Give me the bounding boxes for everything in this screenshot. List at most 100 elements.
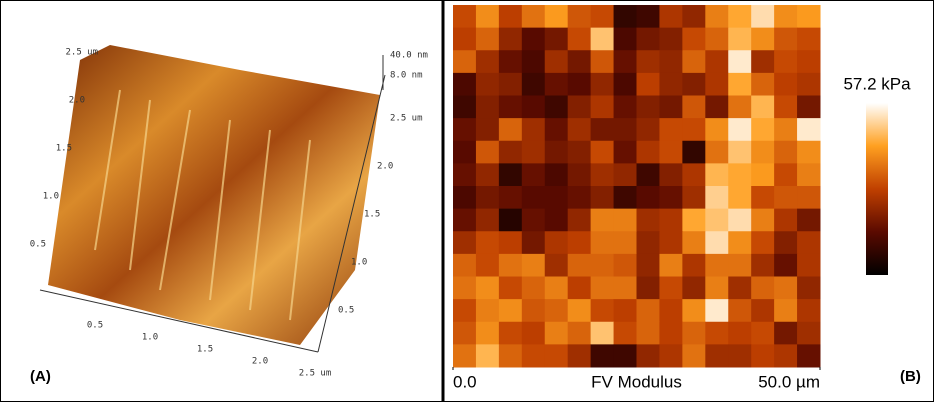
heatmap-cell xyxy=(728,253,752,277)
heatmap-cell xyxy=(705,276,729,300)
heatmap-cell xyxy=(728,118,752,142)
heatmap-cell xyxy=(475,208,500,232)
heatmap-cell xyxy=(797,253,821,277)
heatmap-cell xyxy=(774,299,798,323)
heatmap-cell xyxy=(705,27,729,51)
heatmap-cell xyxy=(590,72,615,96)
heatmap-cell xyxy=(498,208,523,232)
colorbar xyxy=(866,103,888,275)
axis-label: 2.0 xyxy=(69,96,85,106)
heatmap-cell xyxy=(797,208,821,232)
heatmap-cell xyxy=(590,186,615,210)
heatmap-cell xyxy=(544,72,569,96)
heatmap-cell xyxy=(453,321,477,345)
heatmap-cell xyxy=(636,27,660,51)
heatmap-cell xyxy=(590,231,615,255)
heatmap-cell xyxy=(797,276,821,300)
heatmap-cell xyxy=(613,140,637,164)
heatmap-cell xyxy=(774,163,798,187)
heatmap-cell xyxy=(590,163,615,187)
axis-label: 2.5 um xyxy=(390,114,423,124)
heatmap-cell xyxy=(659,186,683,210)
heatmap-cell xyxy=(567,276,592,300)
heatmap-cell xyxy=(567,231,592,255)
heatmap-cell xyxy=(613,344,637,368)
heatmap-cell xyxy=(751,186,775,210)
heatmap-cell xyxy=(636,186,660,210)
heatmap-cell xyxy=(751,27,775,51)
heatmap-cell xyxy=(751,253,775,277)
heatmap-cell xyxy=(682,344,706,368)
heatmap-cell xyxy=(728,50,752,74)
axis-label: 1.5 xyxy=(364,210,380,220)
heatmap-cell xyxy=(521,118,546,142)
heatmap-cell xyxy=(521,163,546,187)
heatmap-cell xyxy=(453,95,477,119)
heatmap-cell xyxy=(567,5,592,29)
panel-label: (B) xyxy=(900,368,921,385)
heatmap-cell xyxy=(613,95,637,119)
heatmap-cell xyxy=(453,72,477,96)
heatmap-cell xyxy=(728,72,752,96)
z-axis-label: 8.0 nm xyxy=(390,71,423,81)
heatmap-cell xyxy=(521,140,546,164)
heatmap-cell xyxy=(797,299,821,323)
heatmap-cell xyxy=(475,321,500,345)
heatmap-cell xyxy=(613,27,637,51)
heatmap-cell xyxy=(498,95,523,119)
heatmap-cell xyxy=(751,208,775,232)
heatmap-cell xyxy=(498,140,523,164)
heatmap-cell xyxy=(613,253,637,277)
heatmap-cell xyxy=(659,344,683,368)
heatmap-cell xyxy=(498,27,523,51)
heatmap-cell xyxy=(659,5,683,29)
heatmap-cell xyxy=(544,276,569,300)
heatmap-cell xyxy=(751,95,775,119)
heatmap-cell xyxy=(613,72,637,96)
heatmap-cell xyxy=(774,95,798,119)
heatmap-cell xyxy=(544,253,569,277)
heatmap-cell xyxy=(751,5,775,29)
heatmap-cell xyxy=(521,95,546,119)
heatmap-cell xyxy=(659,231,683,255)
heatmap-cell xyxy=(567,163,592,187)
heatmap-cell xyxy=(521,27,546,51)
heatmap-cell xyxy=(475,253,500,277)
heatmap-cell xyxy=(659,118,683,142)
heatmap-cell xyxy=(453,276,477,300)
heatmap-cell xyxy=(705,231,729,255)
heatmap-cell xyxy=(453,27,477,51)
heatmap-cell xyxy=(453,5,477,29)
heatmap-cell xyxy=(636,163,660,187)
heatmap-cell xyxy=(544,299,569,323)
heatmap-cell xyxy=(590,140,615,164)
heatmap-cell xyxy=(705,163,729,187)
heatmap-cell xyxy=(774,321,798,345)
axis-label: 0.5 xyxy=(338,306,354,316)
heatmap-cell xyxy=(613,118,637,142)
heatmap-cell xyxy=(797,231,821,255)
heatmap-cell xyxy=(590,95,615,119)
axis-label: 2.5 um xyxy=(299,369,332,379)
heatmap-cell xyxy=(728,27,752,51)
heatmap-cell xyxy=(659,72,683,96)
heatmap-cell xyxy=(774,231,798,255)
heatmap-cell xyxy=(682,186,706,210)
heatmap-cell xyxy=(521,299,546,323)
heatmap-cell xyxy=(521,253,546,277)
heatmap-cell xyxy=(475,163,500,187)
heatmap-cell xyxy=(682,5,706,29)
heatmap-cell xyxy=(453,186,477,210)
axis-label: 2.0 xyxy=(377,162,393,172)
heatmap-cell xyxy=(590,344,615,368)
heatmap-cell xyxy=(544,140,569,164)
heatmap-cell xyxy=(498,72,523,96)
heatmap-cell xyxy=(590,27,615,51)
heatmap-cell xyxy=(475,231,500,255)
heatmap-cell xyxy=(498,118,523,142)
x-tick-label: 0.0 xyxy=(453,372,477,391)
heatmap-cell xyxy=(453,299,477,323)
heatmap-cell xyxy=(774,253,798,277)
heatmap-cell xyxy=(613,276,637,300)
